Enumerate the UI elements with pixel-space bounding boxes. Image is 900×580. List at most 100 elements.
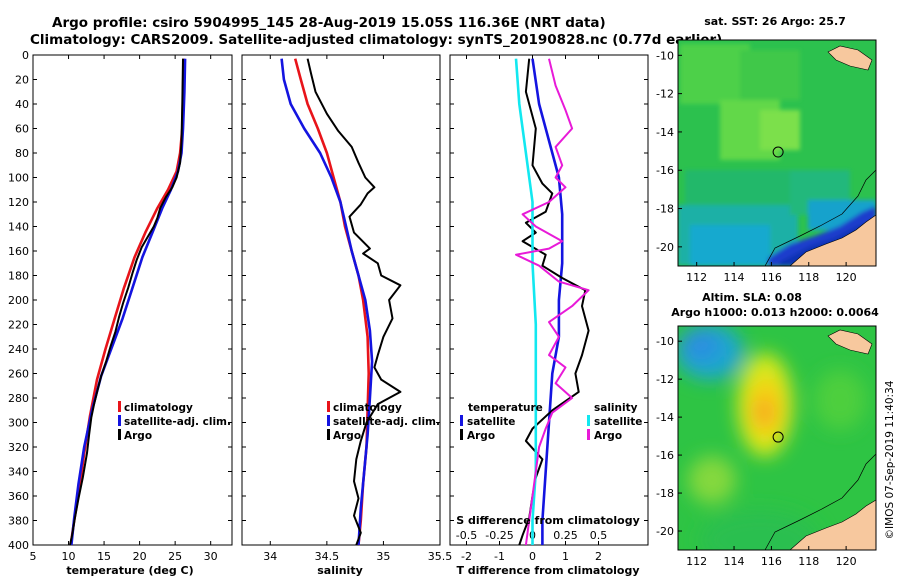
sal-series-argo — [306, 58, 402, 546]
sst-lon-label: 112 — [686, 271, 707, 284]
diff-top-scale-label: -0.5 — [456, 529, 477, 542]
diff-xtick-label: 1 — [562, 550, 569, 563]
diff-series-salinity-argo — [515, 58, 590, 546]
sla-lon-label: 120 — [836, 555, 857, 568]
legend-swatch-temp-argo — [460, 429, 463, 440]
diff-top-scale-label: -0.25 — [485, 529, 513, 542]
depth-tick-label: 360 — [8, 490, 29, 503]
salinity-xlabel: salinity — [317, 564, 363, 577]
sla-map-title-line1: Altim. SLA: 0.08 — [702, 291, 802, 304]
sla-island — [827, 329, 873, 355]
depth-tick-label: 380 — [8, 515, 29, 528]
depth-tick-label: 400 — [8, 539, 29, 552]
sla-lat-label: -14 — [656, 411, 674, 424]
salinity-legend: climatology satellite-adj. clim. Argo — [327, 401, 440, 442]
legend-entry-sal-satellite: satellite — [594, 416, 642, 428]
depth-tick-label: 120 — [8, 196, 29, 209]
temp-plot-frame — [32, 54, 233, 546]
depth-tick-label: 180 — [8, 270, 29, 283]
depth-tick-label: 280 — [8, 392, 29, 405]
legend-swatch-temp-satellite — [460, 415, 463, 426]
legend-entry-argo: Argo — [333, 430, 361, 442]
temp-series-argo — [69, 58, 184, 546]
temp-xtick-label: 25 — [168, 550, 182, 563]
sst-lon-label: 118 — [798, 271, 819, 284]
sla-lon-label: 114 — [724, 555, 745, 568]
sst-float-marker — [772, 146, 784, 158]
sst-map-title: sat. SST: 26 Argo: 25.7 — [704, 15, 846, 28]
sla-lat-label: -20 — [656, 525, 674, 538]
depth-tick-label: 320 — [8, 441, 29, 454]
diff-xtick-label: -2 — [461, 550, 472, 563]
sst-land-coast — [789, 214, 876, 266]
sla-float-marker — [772, 431, 784, 443]
temperature-panel: 0 20 40 60 80 100 120 140 160 180 200 220 240 260 280 3… — [8, 49, 233, 563]
depth-tick-label: 20 — [15, 74, 29, 87]
imos-credit: ©IMOS 07-Sep-2019 11:40:34 — [884, 380, 896, 539]
legend-entry-satellite: satellite-adj. clim. — [333, 416, 440, 428]
depth-tick-label: 80 — [15, 147, 29, 160]
sst-island — [827, 45, 873, 71]
diff-series-temperature-argo — [518, 58, 590, 546]
diff-top-scale-label: 0.5 — [590, 529, 608, 542]
difference-top-xlabel: S difference from climatology — [456, 514, 640, 527]
legend-swatch-satellite — [327, 415, 330, 426]
legend-swatch-sal-satellite — [587, 415, 590, 426]
depth-tick-label: 0 — [22, 49, 29, 62]
sla-lat-label: -16 — [656, 449, 674, 462]
depth-tick-label: 300 — [8, 417, 29, 430]
sla-lon-label: 112 — [686, 555, 707, 568]
sla-map-title-line2: Argo h1000: 0.013 h2000: 0.0064 — [671, 306, 879, 319]
sst-isobath — [764, 169, 876, 266]
depth-tick-label: 140 — [8, 221, 29, 234]
depth-tick-label: 220 — [8, 319, 29, 332]
legend-swatch-sal-argo — [587, 429, 590, 440]
sla-lat-label: -12 — [656, 373, 674, 386]
diff-series-salinity-satellite — [514, 58, 538, 545]
depth-tick-label: 240 — [8, 343, 29, 356]
legend-title-salinity: salinity — [594, 402, 638, 414]
legend-entry-climatology: climatology — [333, 402, 402, 414]
diff-xtick-label: -1 — [494, 550, 505, 563]
temp-xtick-label: 30 — [204, 550, 218, 563]
temp-series-satellite-adj-clim — [70, 58, 187, 546]
sla-lon-label: 118 — [798, 555, 819, 568]
sla-lon-label: 116 — [761, 555, 782, 568]
legend-entry-climatology: climatology — [124, 402, 193, 414]
temperature-xlabel: temperature (deg C) — [66, 564, 193, 577]
depth-tick-label: 260 — [8, 368, 29, 381]
sst-lon-label: 114 — [724, 271, 745, 284]
legend-entry-satellite: satellite-adj. clim. — [124, 416, 231, 428]
legend-swatch-argo — [118, 429, 121, 440]
depth-tick-label: 60 — [15, 123, 29, 136]
legend-title-temperature: temperature — [468, 402, 543, 414]
sla-lat-label: -10 — [656, 335, 674, 348]
depth-tick-label: 200 — [8, 294, 29, 307]
sst-lat-label: -10 — [656, 49, 674, 62]
legend-entry-sal-argo: Argo — [594, 430, 622, 442]
depth-tick-label: 100 — [8, 172, 29, 185]
sla-lat-label: -18 — [656, 487, 674, 500]
diff-plot-frame — [449, 54, 649, 546]
diff-xtick-label: 2 — [595, 550, 602, 563]
sst-map — [678, 40, 876, 266]
sla-isobath — [764, 453, 876, 550]
legend-swatch-satellite — [118, 415, 121, 426]
sal-plot-frame — [241, 54, 441, 546]
diff-top-scale-label: 0.25 — [553, 529, 578, 542]
sst-lat-label: -16 — [656, 164, 674, 177]
sst-lat-label: -18 — [656, 203, 674, 216]
temp-xtick-label: 20 — [133, 550, 147, 563]
sst-field — [678, 44, 876, 266]
legend-swatch-climatology — [118, 401, 121, 412]
sla-map-frame — [677, 325, 877, 551]
difference-legend: temperature salinity satellite Argo sate… — [460, 402, 642, 442]
sst-lat-label: -12 — [656, 88, 674, 101]
sst-map-frame — [677, 39, 877, 267]
sal-xtick-label: 34 — [263, 550, 277, 563]
figure-title-line1: Argo profile: csiro 5904995_145 28-Aug-2… — [52, 15, 606, 31]
sst-lat-label: -20 — [656, 241, 674, 254]
legend-swatch-argo — [327, 429, 330, 440]
depth-tick-label: 340 — [8, 466, 29, 479]
